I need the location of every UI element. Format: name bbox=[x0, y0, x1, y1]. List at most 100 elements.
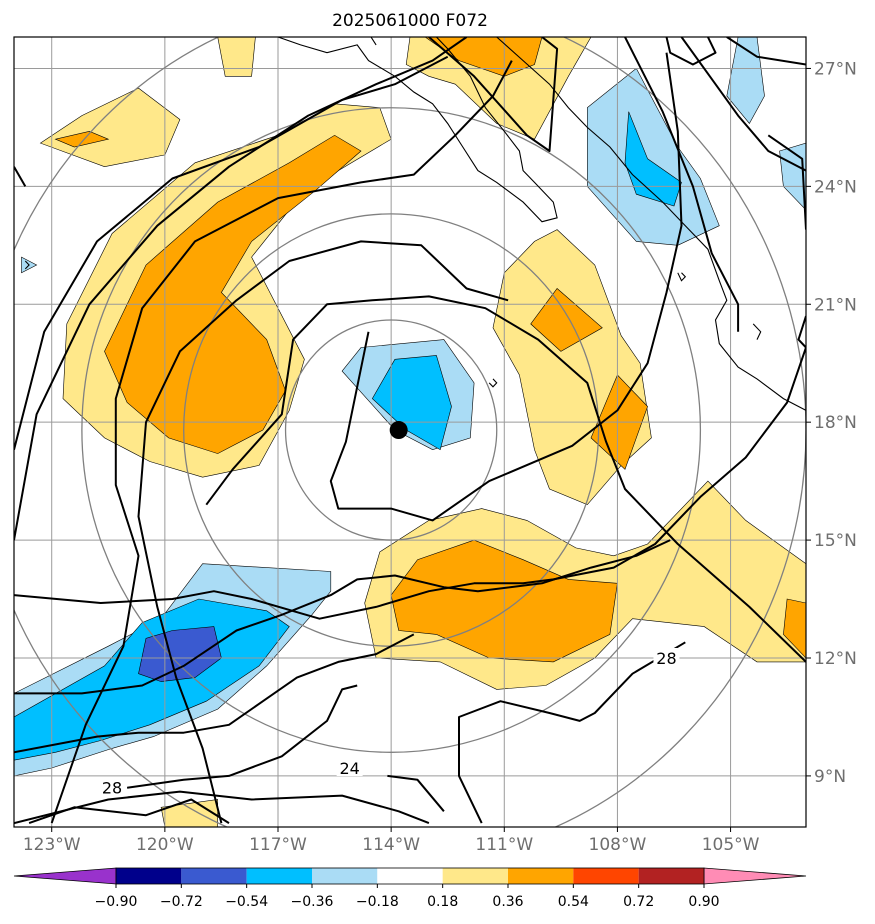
colorbar-tick-label: 0.54 bbox=[558, 894, 589, 910]
contour-c5 bbox=[329, 52, 683, 522]
coastline-island-1 bbox=[370, 37, 377, 46]
contour-c12 bbox=[126, 684, 358, 789]
anomaly-outline-21 bbox=[726, 37, 765, 125]
x-tick-label: 108°W bbox=[589, 835, 647, 855]
anomaly-region-13 bbox=[217, 37, 256, 77]
colorbar-extend-high bbox=[703, 867, 807, 885]
anomaly-outline-10 bbox=[783, 598, 806, 659]
contour-c8 bbox=[205, 295, 806, 663]
contour-c21 bbox=[797, 315, 806, 349]
contour-c13 bbox=[387, 774, 445, 812]
anomaly-outline-5 bbox=[492, 229, 652, 506]
ring-1 bbox=[284, 319, 498, 541]
anomaly-outline-23 bbox=[21, 256, 38, 274]
coastline-mainland bbox=[496, 37, 806, 411]
chart-title: 2025061000 F072 bbox=[332, 11, 488, 31]
contour-c7 bbox=[28, 798, 230, 825]
x-tick-label: 111°W bbox=[475, 835, 533, 855]
contour-label: 24 bbox=[339, 759, 359, 778]
colorbar: −0.90 −0.72 −0.54 −0.36 −0.18 0.18 0.36 0.54 0.7… bbox=[13, 867, 807, 910]
anomaly-outline-17 bbox=[14, 598, 290, 761]
coastline-island-4 bbox=[24, 260, 30, 270]
storm-center-marker bbox=[389, 421, 408, 440]
contour-c4 bbox=[137, 240, 509, 824]
anomaly-outline-6 bbox=[530, 288, 603, 352]
anomaly-outline-20 bbox=[624, 111, 682, 207]
contour-label-bg bbox=[99, 777, 126, 796]
coastline-island-2 bbox=[488, 378, 498, 388]
anomaly-outline-12 bbox=[54, 130, 110, 148]
anomaly-outline-7 bbox=[590, 374, 648, 470]
contour-c14 bbox=[458, 641, 686, 824]
contour-c9 bbox=[14, 347, 806, 620]
contour-c6 bbox=[14, 790, 430, 825]
anomaly-region-19 bbox=[587, 68, 720, 246]
ring-3 bbox=[81, 107, 702, 753]
anomaly-outline-22 bbox=[779, 142, 806, 211]
anomaly-region-18 bbox=[138, 626, 222, 682]
coastline-baja bbox=[277, 37, 558, 223]
anomaly-outline-9 bbox=[390, 539, 618, 663]
contour-c15 bbox=[14, 166, 27, 187]
colorbar-frame bbox=[115, 867, 705, 885]
colorbar-segment bbox=[638, 868, 704, 884]
y-tick-label: 12°N bbox=[814, 649, 857, 669]
colorbar-segment bbox=[508, 868, 574, 884]
anomaly-region-15 bbox=[372, 355, 452, 450]
anomaly-outline-24 bbox=[160, 799, 218, 827]
colorbar-segment bbox=[246, 868, 312, 884]
contour-label: 28 bbox=[102, 779, 122, 798]
anomaly-region-20 bbox=[625, 111, 682, 206]
coastline-island-5 bbox=[752, 323, 762, 340]
map-plot-area: 28 24 28 bbox=[14, 37, 806, 827]
contour-label-bg bbox=[653, 647, 680, 666]
y-tick-label: 15°N bbox=[814, 531, 857, 551]
colorbar-tick-label: −0.54 bbox=[225, 894, 268, 910]
x-tick-label: 120°W bbox=[136, 835, 194, 855]
colorbar-segment bbox=[442, 868, 508, 884]
contour-c18 bbox=[680, 37, 806, 172]
colorbar-tick-label: 0.36 bbox=[492, 894, 523, 910]
colorbar-segment bbox=[377, 868, 443, 884]
anomaly-outline-16 bbox=[14, 563, 332, 777]
y-axis-ticks: 9°N 12°N 15°N 18°N 21°N 24°N 27°N bbox=[806, 59, 857, 787]
colorbar-tick-label: −0.36 bbox=[291, 894, 334, 910]
colorbar-segment bbox=[116, 868, 182, 884]
y-tick-label: 9°N bbox=[814, 767, 846, 787]
contour-c17 bbox=[624, 37, 740, 332]
contour-label-bg bbox=[336, 758, 363, 777]
x-tick-label: 105°W bbox=[702, 835, 760, 855]
map-frame bbox=[13, 36, 807, 828]
anomaly-region-21 bbox=[726, 37, 765, 124]
contour-c19 bbox=[726, 37, 806, 66]
contour-c22 bbox=[665, 37, 717, 66]
contour-c3 bbox=[14, 55, 449, 450]
x-tick-label: 117°W bbox=[249, 835, 307, 855]
anomaly-region-10 bbox=[783, 599, 806, 658]
contour-layer bbox=[14, 37, 806, 825]
y-tick-label: 18°N bbox=[814, 413, 857, 433]
colorbar-segment bbox=[312, 868, 378, 884]
contour-c10 bbox=[14, 539, 671, 695]
x-tick-label: 114°W bbox=[362, 835, 420, 855]
coastline-layer bbox=[24, 37, 806, 411]
y-tick-label: 24°N bbox=[814, 177, 857, 197]
contour-label: 28 bbox=[656, 649, 676, 668]
contour-c11 bbox=[14, 633, 415, 754]
colorbar-tick-label: −0.72 bbox=[160, 894, 203, 910]
anomaly-outline-2 bbox=[104, 134, 362, 454]
contour-c1 bbox=[14, 37, 468, 541]
anomaly-outline-8 bbox=[364, 480, 806, 690]
anomaly-region-4 bbox=[425, 37, 542, 77]
anomaly-outline-13 bbox=[217, 37, 256, 77]
contour-c2 bbox=[50, 60, 513, 824]
anomaly-region-3 bbox=[406, 37, 591, 140]
colorbar-extend-low bbox=[13, 867, 117, 885]
colorbar-tick-label: −0.18 bbox=[356, 894, 399, 910]
colorbar-tick-label: 0.18 bbox=[427, 894, 458, 910]
y-tick-label: 27°N bbox=[814, 59, 857, 79]
y-tick-label: 21°N bbox=[814, 295, 857, 315]
anomaly-region-12 bbox=[55, 131, 109, 147]
coastline-island-3 bbox=[677, 272, 687, 282]
